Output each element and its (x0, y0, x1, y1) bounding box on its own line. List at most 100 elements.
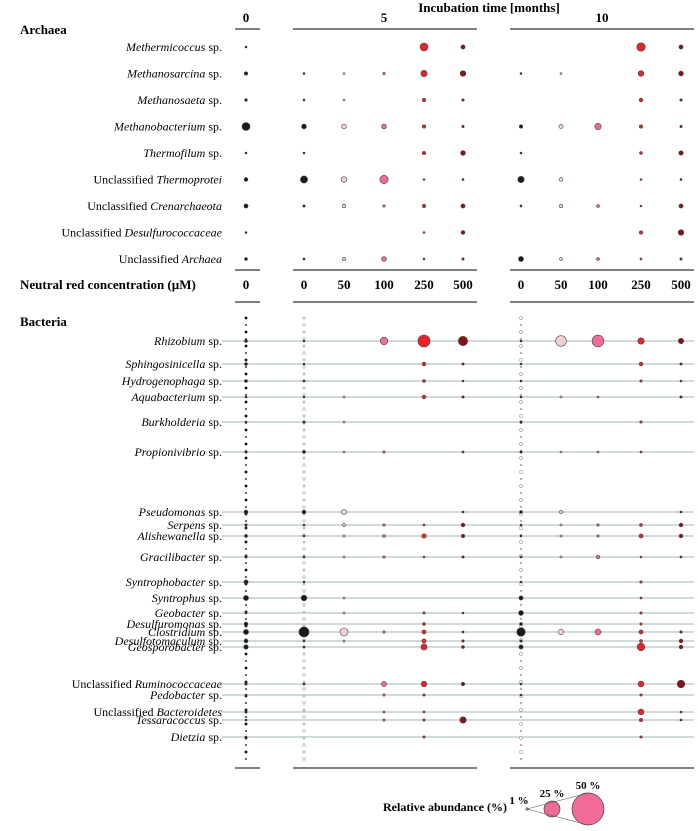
otu-dot (519, 701, 523, 705)
archaea-8-bubble-5 (461, 257, 465, 261)
otu-dot (302, 526, 306, 530)
bacteria-8-bubble-10 (678, 533, 684, 539)
archaea-3-bubble-7 (558, 124, 564, 129)
otu-dot (244, 330, 248, 334)
bacteria-18-bubble-3 (382, 693, 386, 697)
bacteria-label-19: Unclassified Bacteroidetes (93, 705, 222, 719)
otu-dot (244, 435, 248, 439)
bacteria-7-bubble-7 (559, 523, 563, 527)
bacteria-16-bubble-0 (243, 644, 249, 650)
bacteria-11-bubble-2 (342, 596, 346, 600)
bacteria-label-14: Clostridium sp. (148, 625, 222, 639)
archaea-bubbles (241, 42, 685, 262)
otu-dot (302, 442, 306, 446)
bacteria-13-bubble-6 (519, 622, 523, 626)
otu-dot (244, 372, 248, 376)
bacteria-14-bubble-10 (679, 630, 683, 634)
bacteria-15-bubble-5 (461, 639, 465, 643)
bacteria-1-bubble-0 (244, 362, 248, 366)
otu-dot (244, 365, 248, 369)
otu-dot (244, 673, 248, 677)
otu-dot (244, 484, 248, 488)
archaea-label-1: Methanosarcina sp. (126, 67, 222, 81)
otu-dot (519, 323, 523, 327)
bacteria-4-bubble-0 (244, 420, 248, 424)
otu-dot (519, 372, 523, 376)
bacteria-label-7: Serpens sp. (167, 518, 222, 532)
bacteria-3-bubble-5 (461, 395, 465, 399)
bacteria-5-bubble-5 (461, 450, 465, 454)
archaea-3-bubble-9 (638, 124, 643, 129)
archaea-7-bubble-5 (460, 230, 466, 235)
archaea-1-bubble-2 (342, 72, 346, 75)
otu-dot (302, 687, 306, 691)
bacteria-1-bubble-5 (461, 362, 465, 366)
bacteria-19-bubble-9 (637, 708, 645, 716)
bacteria-1-bubble-9 (638, 361, 644, 367)
otu-dot (244, 463, 248, 467)
archaea-6-bubble-3 (382, 204, 386, 208)
bacteria-16-bubble-5 (461, 645, 465, 649)
legend-label-2: 50 % (576, 780, 601, 792)
archaea-1-bubble-0 (244, 71, 249, 76)
bacteria-9-bubble-2 (342, 555, 346, 559)
bacteria-10-bubble-9 (639, 580, 643, 584)
otu-dot (519, 498, 523, 502)
bacteria-21-bubble-4 (422, 735, 426, 739)
archaea-label-4: Thermofilum sp. (143, 146, 222, 160)
archaea-8-bubble-2 (341, 256, 346, 261)
otu-dot (302, 323, 306, 327)
archaea-4-bubble-10 (678, 150, 684, 156)
otu-dot (302, 386, 306, 390)
archaea-4-bubble-9 (639, 151, 643, 155)
bacteria-14-bubble-0 (243, 629, 249, 635)
archaea-taxon-labels: Methermicoccus sp. Methanosarcina sp. Meth… (62, 40, 223, 266)
otu-dot (302, 435, 306, 439)
bacteria-14-bubble-9 (638, 629, 644, 635)
bacteria-7-bubble-5 (460, 522, 466, 528)
archaea-2-bubble-0 (244, 98, 248, 102)
otu-dot (519, 547, 523, 551)
bacteria-2-bubble-9 (639, 379, 643, 383)
otu-dot (302, 400, 306, 404)
bacteria-8-bubble-3 (382, 534, 386, 538)
legend: Relative abundance (%) 1 % 25 % 50 % (383, 780, 605, 826)
otu-dot (302, 351, 306, 355)
legend-title: Relative abundance (%) (383, 800, 507, 814)
column-header-10: 500 (671, 277, 691, 292)
bacteria-9-bubble-8 (595, 554, 600, 559)
time-label-5: 5 (381, 10, 388, 25)
otu-dot (519, 414, 523, 418)
archaea-2-bubble-4 (421, 98, 426, 103)
chart-title: Incubation time [months] (418, 0, 560, 15)
bacteria-14-bubble-1 (298, 626, 310, 638)
otu-dot (302, 736, 306, 740)
archaea-7-bubble-0 (244, 231, 248, 234)
archaea-8-bubble-3 (381, 256, 387, 262)
bacteria-20-bubble-4 (422, 718, 426, 722)
archaea-4-bubble-4 (421, 151, 426, 156)
otu-dot (519, 330, 523, 334)
otu-dot (244, 701, 248, 705)
bacteria-2-bubble-5 (461, 379, 465, 383)
otu-dot (302, 750, 306, 754)
bacteria-8-bubble-7 (559, 534, 563, 538)
bacteria-12-bubble-9 (639, 611, 643, 615)
bacteria-label-8: Alishewanella sp. (136, 529, 222, 543)
bacteria-10-bubble-0 (243, 579, 249, 585)
archaea-6-bubble-10 (678, 203, 684, 209)
column-header-7: 50 (555, 277, 568, 292)
bacteria-7-bubble-4 (422, 523, 426, 527)
bacteria-19-bubble-3 (382, 710, 386, 714)
bacteria-15-bubble-10 (678, 638, 684, 644)
bacteria-7-bubble-1 (302, 523, 306, 527)
bacteria-5-bubble-1 (302, 450, 306, 454)
archaea-label-3: Methanobacterium sp. (113, 120, 222, 134)
otu-dot (519, 526, 523, 530)
otu-dot (244, 652, 248, 656)
archaea-6-bubble-2 (341, 204, 346, 209)
archaea-3-bubble-8 (594, 123, 602, 130)
archaea-3-bubble-5 (461, 125, 465, 129)
otu-dot (302, 365, 306, 369)
archaea-0-bubble-4 (419, 42, 429, 52)
